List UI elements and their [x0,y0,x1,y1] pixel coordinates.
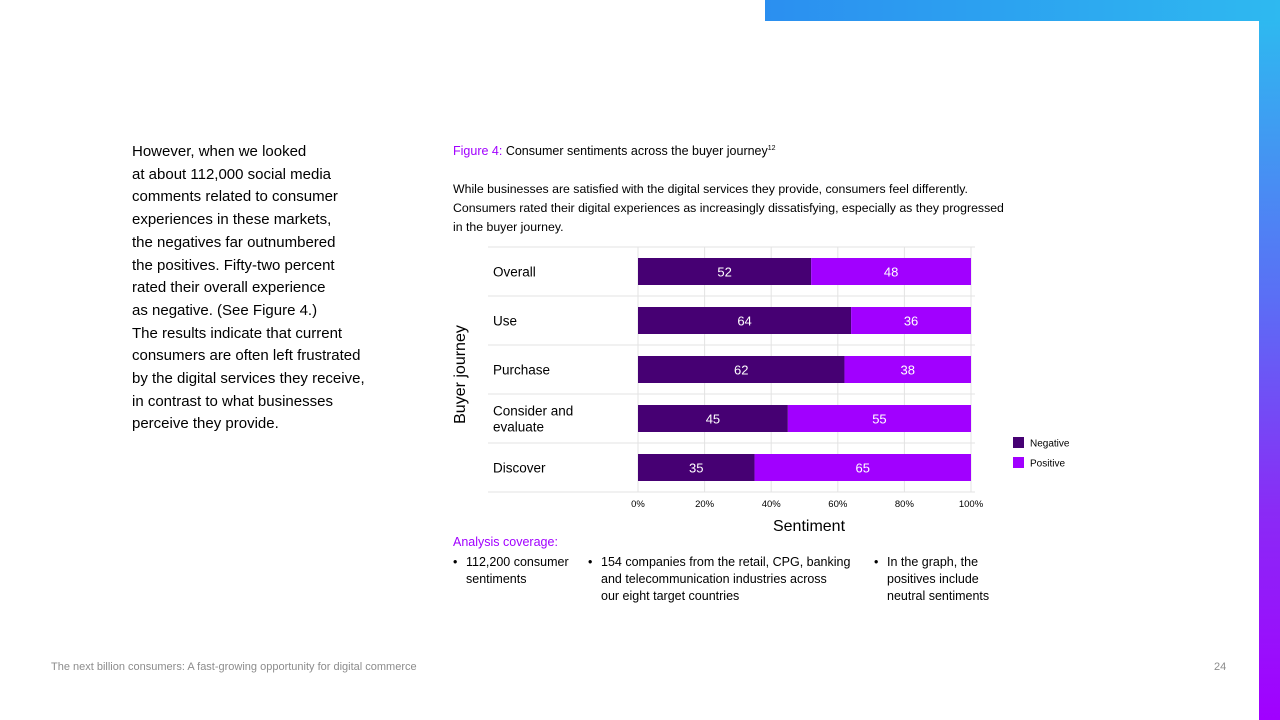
figure-footnote: 12 [767,145,776,152]
coverage-line: neutral sentiments [887,589,990,603]
body-line: the positives. Fifty-two percent [132,256,335,274]
body-line: as negative. (See Figure 4.) [132,301,318,319]
bar-value-label: 52 [717,265,731,280]
bar-value-label: 45 [706,412,720,427]
body-line: However, when we looked [132,143,307,160]
category-label: evaluate [493,420,544,435]
bar-negative [638,307,852,334]
coverage-item: • 112,200 consumer sentiments [453,554,569,588]
bar-value-label: 38 [900,363,914,378]
bar-value-label: 64 [737,314,751,329]
category-label: Purchase [493,363,550,378]
bar-positive [787,405,971,432]
coverage-line: sentiments [466,572,527,586]
bar-positive [811,258,971,285]
x-tick-label: 80% [895,499,915,510]
bullet-icon: • [874,555,879,569]
x-tick-label: 40% [762,499,782,510]
bar-value-label: 48 [884,265,898,280]
coverage-line: In the graph, the [887,555,979,569]
coverage-line: 112,200 consumer [466,555,569,569]
description-line: While businesses are satisfied with the … [453,182,968,196]
legend-swatch-positive [1013,457,1024,468]
coverage-item: • 154 companies from the retail, CPG, ban… [588,554,850,605]
legend-swatch-negative [1013,437,1024,448]
figure-description: While businesses are satisfied with the … [453,180,1033,237]
x-tick-label: 20% [695,499,715,510]
body-line: rated their overall experience [132,279,326,297]
category-label: Consider and [493,404,573,419]
bar-positive [754,454,971,481]
x-tick-label: 60% [828,499,848,510]
bar-value-label: 35 [689,461,703,476]
bar-negative [638,405,788,432]
coverage-line: our eight target countries [601,589,740,603]
body-line: The results indicate that current [132,324,343,342]
description-line: in the buyer journey. [453,220,564,234]
body-paragraph: However, when we looked at about 112,000 … [132,141,392,436]
y-axis-title: Buyer journey [452,325,469,424]
body-line: in contrast to what businesses [132,392,333,410]
bar-value-label: 55 [872,412,886,427]
body-line: consumers are often left frustrated [132,347,361,365]
figure-title-text: Consumer sentiments across the buyer jou… [505,144,768,158]
legend-label: Negative [1030,439,1070,450]
footer-text: The next billion consumers: A fast-growi… [51,661,417,673]
body-line: at about 112,000 social media [132,165,332,183]
bar-negative [638,454,755,481]
page-number: 24 [1214,661,1227,673]
bar-value-label: 62 [734,363,748,378]
x-tick-label: 0% [631,499,645,510]
description-line: Consumers rated their digital experience… [453,201,1004,215]
coverage-item: • In the graph, the positives include neutr… [874,554,989,605]
category-label: Discover [493,461,546,476]
body-line: comments related to consumer [132,188,338,206]
body-line: perceive they provide. [132,415,279,433]
bar-value-label: 36 [904,314,918,329]
bar-negative [638,258,812,285]
bar-value-label: 65 [856,461,870,476]
x-tick-label: 100% [959,499,984,510]
bullet-icon: • [453,555,458,569]
coverage-line: and telecommunication industries across [601,572,827,586]
body-line: the negatives far outnumbered [132,233,336,251]
top-gradient-bar [765,0,1280,21]
bullet-icon: • [588,555,593,569]
category-label: Use [493,314,517,329]
body-line: experiences in these markets, [132,211,332,229]
coverage-line: positives include [887,572,979,586]
x-axis-title: Sentiment [773,518,846,535]
body-line: by the digital services they receive, [132,370,365,388]
bar-positive [844,356,971,383]
right-gradient-bar [1259,21,1280,720]
coverage-line: 154 companies from the retail, CPG, bank… [601,555,851,569]
figure-title: Figure 4: Consumer sentiments across the… [453,144,776,158]
sentiment-chart: Overall 52 48 Use 64 36 Purchase 62 38 Consider a… [452,246,1070,535]
legend-label: Positive [1030,459,1065,470]
category-label: Overall [493,265,536,280]
bar-positive [851,307,971,334]
figure-label: Figure 4: [453,144,503,158]
coverage-title: Analysis coverage: [453,535,558,549]
bar-negative [638,356,845,383]
